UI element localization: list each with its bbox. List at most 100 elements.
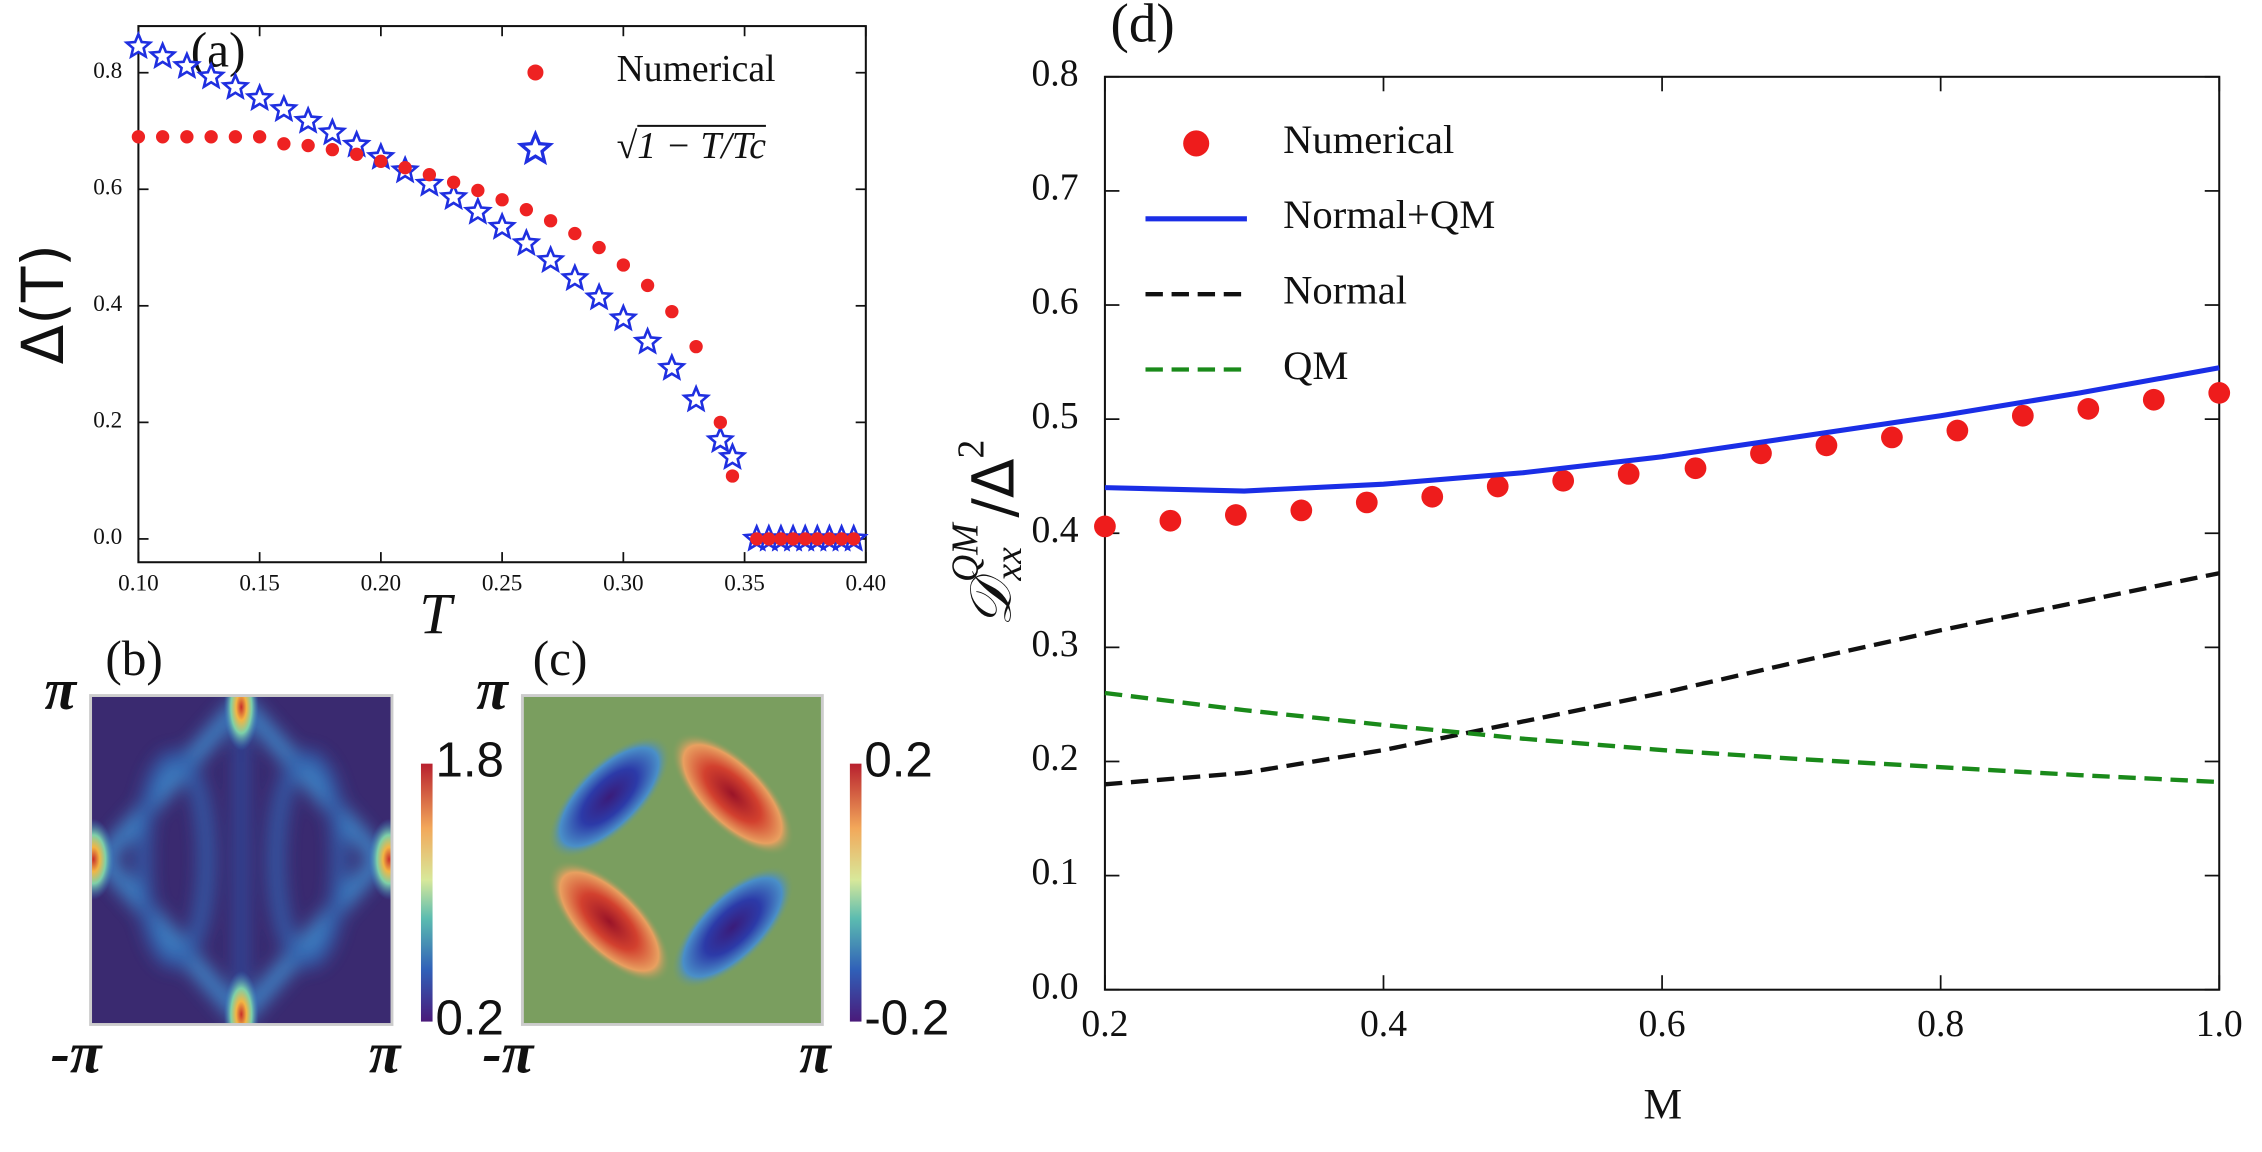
circle-marker [847,532,861,546]
circle-marker [1486,475,1509,498]
circle-marker [2011,404,2034,427]
x-tick-label: 0.35 [724,571,765,597]
plot-frame [137,25,867,564]
star-marker [681,383,712,413]
star-marker [317,117,348,146]
star-marker [705,424,736,454]
x-axis-label: T [419,581,455,646]
circle-marker [1815,434,1838,457]
x-tick-label: 0.2 [1081,1003,1128,1045]
circle-marker [786,532,800,546]
circle-marker [798,532,812,546]
circle-marker [665,304,679,319]
y-tick-label: 0.0 [1031,965,1078,1007]
y-axis-label-part: 𝒟 [959,571,1024,627]
y-tick-label: 0.6 [1031,281,1078,323]
circle-marker [155,130,170,144]
circle-marker [1183,130,1210,157]
circle-marker [725,469,740,483]
circle-marker [1750,442,1772,465]
star-marker [584,281,615,311]
circle-marker [1290,499,1313,522]
star-marker [487,211,518,240]
star-marker [511,227,542,257]
star-marker [462,196,493,225]
x-tick-label: 0.25 [482,571,523,597]
y-tick-label: π [476,657,509,722]
x-tick-label: 0.6 [1639,1003,1686,1045]
circle-marker [750,532,764,546]
colorbar-tick-label: 0.2 [435,991,503,1046]
y-axis-label: 𝒟xxQM/Δ2 [944,440,1029,627]
heatmap-c [522,695,823,1025]
star-marker [632,326,663,355]
circle-marker [1552,469,1575,492]
star-marker [268,93,299,123]
circle-marker [774,532,788,546]
y-tick-label: 0.6 [93,175,122,201]
colorbar [420,763,433,1022]
star-marker [608,302,639,332]
y-tick-label: 0.4 [93,291,122,317]
circle-marker [1617,463,1640,485]
star-marker [414,168,445,197]
circle-marker [1684,457,1707,480]
colorbar-tick-label: -0.2 [864,991,949,1046]
circle-marker [527,64,544,81]
x-tick-label: 0.10 [118,571,159,597]
x-tick-label: 1.0 [2196,1003,2243,1045]
x-tick-label: -π [51,1021,103,1086]
legend-label: Numerical [617,48,776,90]
legend-label: Normal+QM [1283,192,1495,237]
circle-marker [374,154,388,168]
circle-marker [204,130,218,144]
y-axis-label-part: xx [988,547,1030,582]
circle-marker [640,278,655,293]
x-tick-label: 0.30 [603,571,644,597]
y-tick-label: 0.2 [1031,737,1078,779]
circle-marker [543,214,558,228]
colorbar-tick-label: 1.8 [435,733,503,788]
star-marker [656,352,687,381]
star-marker [123,30,154,60]
circle-marker [1946,419,1969,442]
circle-marker [834,532,849,546]
circle-marker [616,258,631,272]
plot-frame [1103,75,2221,991]
y-tick-label: 0.5 [1031,395,1078,437]
circle-marker [398,161,412,175]
heatmap-frame [520,694,824,1026]
circle-marker [446,175,461,189]
legend-label: Normal [1283,267,1407,312]
circle-marker [495,193,509,207]
circle-marker [325,142,340,157]
circle-marker [471,183,485,198]
star-marker [171,50,202,80]
circle-marker [713,415,728,430]
y-tick-label: π [44,657,77,722]
x-tick-label: 0.4 [1360,1003,1407,1045]
star-marker [196,61,227,90]
circle-marker [131,130,146,144]
legend-label: QM [1283,343,1348,388]
y-tick-label: 0.1 [1031,851,1078,893]
y-axis-label-part: 2 [950,440,992,459]
circle-marker [228,130,243,144]
x-axis-label: M [1643,1080,1682,1128]
star-marker [293,105,324,134]
y-axis-label: Δ(T) [9,244,77,364]
y-tick-label: 0.8 [93,58,122,84]
circle-marker [1224,504,1247,526]
y-axis-label-part: /Δ [960,458,1028,518]
circle-marker [1159,509,1182,532]
colorbar-tick-label: 0.2 [864,733,932,788]
x-tick-label: 0.20 [361,571,402,597]
circle-marker [349,147,364,161]
x-tick-label: 0.40 [846,571,887,597]
y-tick-label: 0.7 [1031,167,1078,209]
circle-marker [2208,382,2231,404]
circle-marker [568,226,582,241]
y-tick-label: 0.2 [93,408,122,434]
heatmap-b [90,695,392,1025]
circle-marker [762,532,776,546]
